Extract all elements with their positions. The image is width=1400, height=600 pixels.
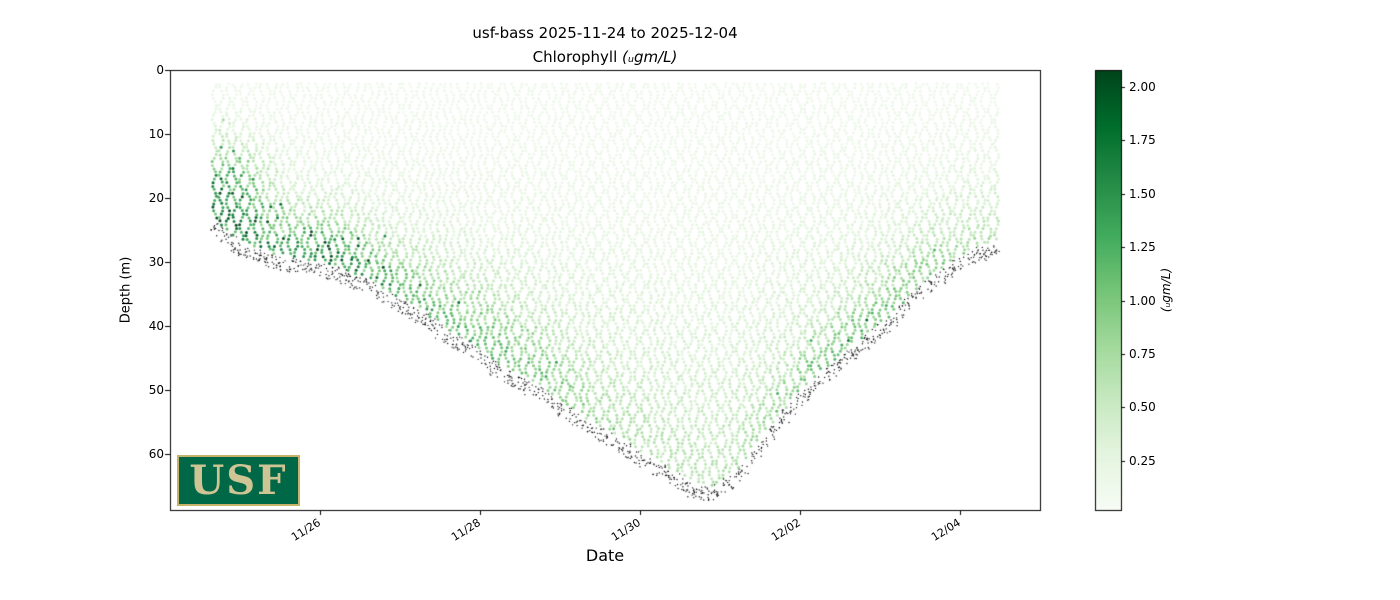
- colorbar-tick-label: 0.25: [1129, 453, 1156, 468]
- chart-subtitle-unit: (ᵤgm/L): [622, 48, 678, 66]
- colorbar-tick-label: 0.75: [1129, 347, 1156, 362]
- usf-logo: USF: [177, 455, 300, 506]
- colorbar-tick-label: 1.25: [1129, 240, 1156, 255]
- colorbar-label: (ᵤgm/L): [1159, 267, 1173, 313]
- colorbar-tick-label: 0.50: [1129, 400, 1156, 415]
- colorbar-tick-label: 1.00: [1129, 293, 1156, 308]
- y-tick-label: 30: [148, 255, 164, 269]
- y-tick-label: 0: [156, 63, 164, 77]
- y-tick-label: 10: [148, 127, 164, 141]
- y-tick-label: 40: [148, 319, 164, 333]
- y-tick-label: 50: [148, 383, 164, 397]
- y-tick-label: 20: [148, 191, 164, 205]
- usf-logo-text: USF: [189, 456, 288, 504]
- chart-title: usf-bass 2025-11-24 to 2025-12-04: [472, 24, 738, 42]
- y-tick-label: 60: [148, 447, 164, 461]
- x-axis-label: Date: [585, 546, 625, 565]
- chart-subtitle-text: Chlorophyll: [532, 48, 623, 66]
- colorbar-tick-label: 2.00: [1129, 80, 1156, 95]
- colorbar-tick-label: 1.75: [1129, 133, 1156, 148]
- chart-subtitle: Chlorophyll (ᵤgm/L): [170, 48, 1040, 66]
- colorbar-tick-label: 1.50: [1129, 186, 1156, 201]
